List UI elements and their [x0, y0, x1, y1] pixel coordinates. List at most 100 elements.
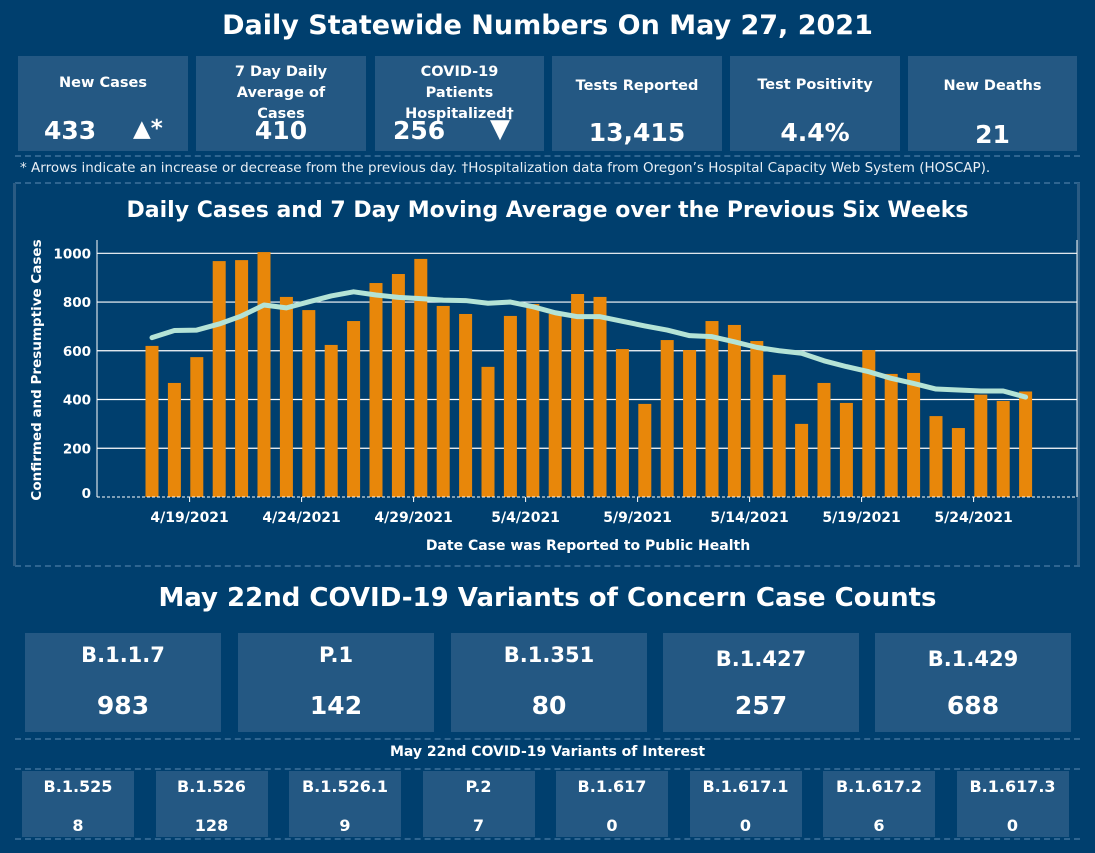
variant-name: B.1.526: [177, 777, 246, 796]
y-axis-label: Confirmed and Presumptive Cases: [29, 239, 45, 500]
y-tick-label: 0: [82, 486, 91, 502]
bar-daily-cases: [548, 313, 562, 497]
divider: [15, 768, 1080, 770]
variant-name: B.1.617: [577, 777, 647, 796]
x-tick-label: 4/29/2021: [374, 510, 452, 526]
divider: [15, 182, 1080, 184]
variant-name: B.1.617.3: [969, 777, 1056, 796]
variant-count: 128: [194, 816, 229, 835]
stat-value: 433: [44, 116, 97, 145]
variant-count: 80: [531, 691, 567, 720]
bar-daily-cases: [324, 344, 338, 497]
divider: [15, 565, 1080, 567]
variant-name: P.2: [465, 777, 492, 796]
variant-count: 0: [606, 816, 618, 835]
stat-label: 7 Day Daily Average of Cases: [234, 64, 328, 122]
bar-daily-cases: [951, 428, 965, 497]
x-tick-label: 5/19/2021: [822, 510, 900, 526]
y-tick-label: 600: [63, 344, 91, 360]
page-title: Daily Statewide Numbers On May 27, 2021: [222, 10, 873, 41]
chart-title: Daily Cases and 7 Day Moving Average ove…: [126, 198, 969, 223]
bar-daily-cases: [190, 357, 204, 497]
y-tick-label: 400: [63, 393, 91, 409]
variant-of-concern-card: B.1.429 688: [875, 633, 1071, 732]
variant-of-interest-card: B.1.617.1 0: [689, 771, 802, 837]
bar-daily-cases: [212, 261, 226, 497]
variant-of-interest-card: B.1.617 0: [556, 771, 668, 837]
bar-daily-cases: [1019, 391, 1033, 497]
bar-daily-cases: [638, 403, 652, 497]
variant-of-interest-card: B.1.526.1 9: [289, 771, 401, 837]
bar-daily-cases: [839, 402, 853, 497]
variant-of-interest-card: B.1.617.2 6: [823, 771, 935, 837]
bar-daily-cases: [795, 423, 809, 497]
line-7day-average: [149, 289, 1029, 400]
stat-label: Test Positivity: [757, 77, 873, 93]
x-tick-label: 5/9/2021: [603, 510, 672, 526]
variant-count: 0: [739, 816, 752, 835]
variant-of-concern-card: B.1.1.7 983: [25, 633, 221, 732]
variant-of-concern-card: P.1 142: [238, 633, 434, 732]
stat-label: COVID-19 Patients Hospitalized†: [405, 64, 514, 122]
bar-daily-cases: [571, 293, 585, 497]
variant-count: 9: [339, 816, 351, 835]
stat-label: New Deaths: [943, 78, 1042, 94]
bar-daily-cases: [257, 252, 271, 497]
variant-name: B.1.617.2: [835, 777, 923, 796]
x-tick-label: 4/24/2021: [262, 510, 340, 526]
bar-daily-cases: [526, 303, 540, 497]
stat-value: 21: [975, 120, 1010, 149]
variant-count: 142: [309, 691, 363, 720]
variant-name: B.1.617.1: [702, 777, 789, 796]
bar-daily-cases: [884, 373, 898, 497]
bar-daily-cases: [145, 345, 159, 497]
x-tick-label: 5/24/2021: [934, 510, 1012, 526]
bar-daily-cases: [727, 324, 741, 497]
variant-count: 257: [734, 691, 788, 720]
bar-daily-cases: [772, 374, 786, 497]
divider: [15, 838, 1080, 840]
bar-daily-cases: [862, 350, 876, 497]
footnote: * Arrows indicate an increase or decreas…: [20, 160, 991, 176]
variant-name: B.1.526.1: [301, 777, 389, 796]
y-tick-label: 800: [63, 295, 91, 311]
variants-of-concern-title: May 22nd COVID-19 Variants of Concern Ca…: [158, 583, 937, 613]
stat-card-new-deaths: New Deaths 21: [908, 56, 1077, 151]
bar-daily-cases: [279, 296, 293, 497]
variant-name: B.1.427: [715, 647, 807, 671]
bar-daily-cases: [459, 313, 473, 497]
variant-name: B.1.351: [503, 643, 595, 667]
stat-value: 13,415: [588, 118, 686, 147]
variant-count: 688: [946, 691, 1000, 720]
stat-card-7day-average: 7 Day Daily Average of Cases 410: [196, 56, 366, 151]
stat-card-hospitalized: COVID-19 Patients Hospitalized† 256 ▼: [375, 56, 544, 151]
variant-of-interest-card: P.2 7: [422, 771, 535, 837]
variant-of-interest-card: B.1.526 128: [155, 771, 268, 837]
y-tick-label: 1000: [53, 246, 91, 262]
variant-name: B.1.429: [927, 647, 1019, 671]
variant-name: B.1.525: [43, 777, 113, 796]
variant-of-interest-card: B.1.525 8: [22, 771, 134, 837]
variant-name: B.1.1.7: [81, 643, 165, 667]
bar-daily-cases: [593, 296, 607, 497]
variant-count: 8: [72, 816, 84, 835]
bar-daily-cases: [503, 315, 517, 497]
bar-daily-cases: [705, 321, 719, 497]
stat-value: 410: [254, 116, 308, 145]
bar-daily-cases: [167, 382, 181, 497]
bar-daily-cases: [414, 258, 428, 497]
stat-label: Tests Reported: [575, 78, 699, 94]
variant-of-interest-card: B.1.617.3 0: [956, 771, 1069, 837]
stat-value: 4.4%: [780, 118, 850, 147]
stat-label: New Cases: [59, 75, 147, 91]
bar-daily-cases: [974, 394, 988, 497]
divider: [15, 155, 1080, 157]
bar-daily-cases: [817, 382, 831, 497]
x-tick-label: 5/4/2021: [491, 510, 560, 526]
variant-name: P.1: [318, 643, 354, 667]
bar-daily-cases: [683, 350, 697, 497]
divider: [15, 738, 1080, 740]
bar-daily-cases: [436, 305, 450, 497]
stat-card-test-positivity: Test Positivity 4.4%: [730, 56, 900, 151]
bar-daily-cases: [907, 372, 921, 497]
